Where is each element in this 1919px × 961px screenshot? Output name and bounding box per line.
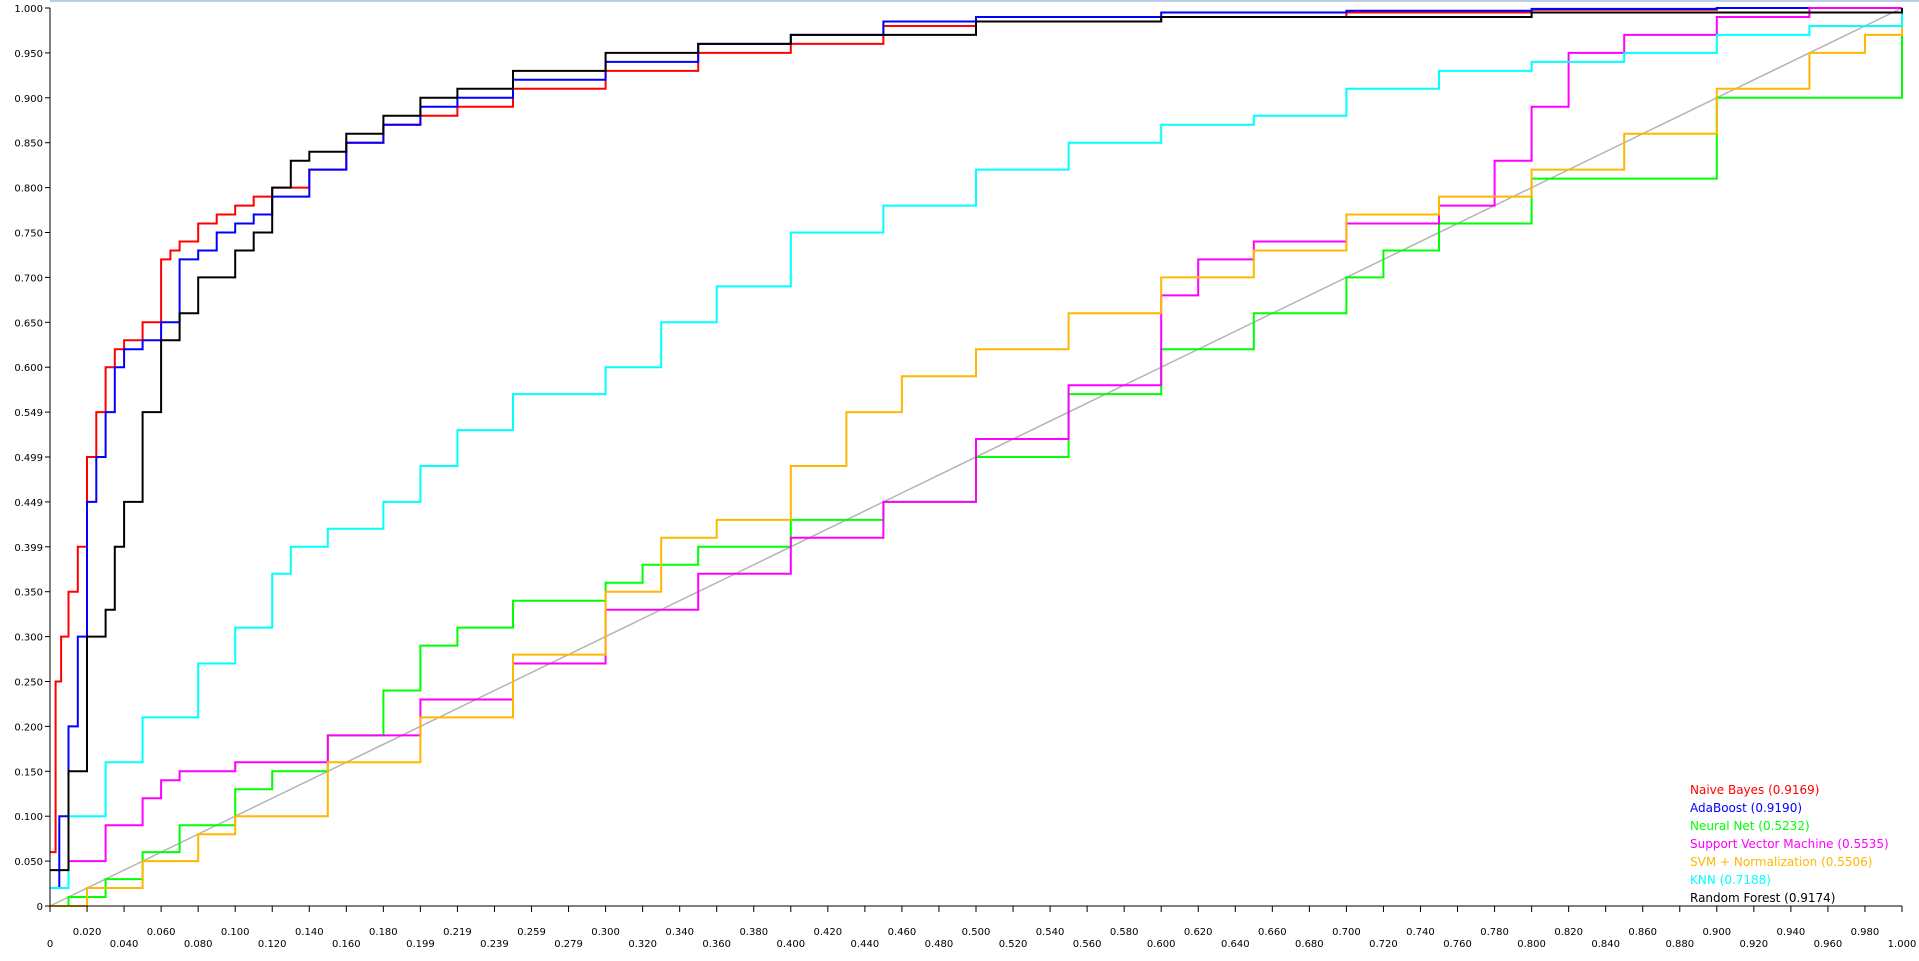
y-tick-label: 0.800 (14, 184, 43, 195)
legend-entry-5: SVM + Normalization (0.5506) (1690, 855, 1872, 869)
x-tick-label: 0.660 (1258, 927, 1287, 938)
x-tick-label: 0.520 (999, 939, 1028, 950)
x-tick-label: 0.100 (221, 927, 250, 938)
x-tick-label: 0.720 (1369, 939, 1398, 950)
series-line-5 (50, 8, 1903, 907)
x-tick-label: 0.680 (1295, 939, 1324, 950)
y-tick-label: 0.850 (14, 139, 43, 150)
y-tick-label: 0.250 (14, 678, 43, 689)
x-tick-label: 0.259 (517, 927, 546, 938)
x-tick-label: 0.820 (1554, 927, 1583, 938)
x-tick-label: 0.380 (739, 927, 768, 938)
x-tick-label: 0.600 (1147, 939, 1176, 950)
y-tick-label: 0.700 (14, 273, 43, 284)
y-tick-label: 0.650 (14, 318, 43, 329)
y-tick-label: 0.900 (14, 94, 43, 105)
legend-entry-6: KNN (0.7188) (1690, 873, 1771, 887)
x-tick-label: 0.360 (702, 939, 731, 950)
x-tick-label: 0.700 (1332, 927, 1361, 938)
y-tick-label: 0.399 (14, 543, 43, 554)
y-tick-label: 0.750 (14, 229, 43, 240)
x-tick-label: 0 (47, 939, 53, 950)
x-tick-label: 0.199 (406, 939, 435, 950)
x-tick-label: 0.780 (1480, 927, 1509, 938)
series-layer (49, 7, 1903, 907)
x-tick-label: 0.180 (369, 927, 398, 938)
x-tick-label: 0.580 (1110, 927, 1139, 938)
x-tick-label: 0.480 (925, 939, 954, 950)
x-tick-label: 0.340 (665, 927, 694, 938)
x-tick-label: 0.940 (1777, 927, 1806, 938)
x-tick-label: 0.219 (443, 927, 472, 938)
x-tick-label: 0.840 (1591, 939, 1620, 950)
x-tick-label: 0.460 (888, 927, 917, 938)
y-tick-label: 0.200 (14, 722, 43, 733)
x-tick-label: 0.740 (1406, 927, 1435, 938)
x-tick-label: 0.560 (1073, 939, 1102, 950)
x-tick-label: 0.900 (1702, 927, 1731, 938)
x-tick-label: 1.000 (1888, 939, 1917, 950)
legend-entry-3: Neural Net (0.5232) (1690, 819, 1810, 833)
y-tick-label: 0.499 (14, 453, 43, 464)
y-tick-label: 0.350 (14, 588, 43, 599)
legend: Naive Bayes (0.9169) AdaBoost (0.9190) Neu… (1690, 783, 1889, 905)
x-tick-label: 0.860 (1628, 927, 1657, 938)
y-tick-label: 0.549 (14, 408, 43, 419)
y-tick-label: 0.300 (14, 633, 43, 644)
x-tick-label: 0.040 (110, 939, 139, 950)
x-tick-label: 0.279 (554, 939, 583, 950)
y-tick-label: 0.449 (14, 498, 43, 509)
y-tick-label: 1.000 (14, 4, 43, 15)
x-tick-label: 0.440 (851, 939, 880, 950)
x-tick-label: 0.080 (184, 939, 213, 950)
legend-entry-7: Random Forest (0.9174) (1690, 891, 1836, 905)
x-tick-label: 0.300 (591, 927, 620, 938)
x-tick-label: 0.239 (480, 939, 509, 950)
y-tick-label: 0 (37, 902, 43, 913)
y-tick-label: 0.950 (14, 49, 43, 60)
series-line-3 (50, 8, 1903, 907)
x-tick-label: 0.880 (1665, 939, 1694, 950)
legend-entry-2: AdaBoost (0.9190) (1690, 801, 1802, 815)
x-tick-label: 0.020 (73, 927, 102, 938)
y-tick-label: 0.150 (14, 767, 43, 778)
x-tick-label: 0.640 (1221, 939, 1250, 950)
x-tick-label: 0.800 (1517, 939, 1546, 950)
legend-entry-1: Naive Bayes (0.9169) (1690, 783, 1819, 797)
series-line-6 (50, 8, 1903, 889)
x-tick-label: 0.760 (1443, 939, 1472, 950)
legend-entry-4: Support Vector Machine (0.5535) (1690, 837, 1889, 851)
y-ticks: 0 0.050 0.100 0.150 0.200 0.250 0.300 0.350 0.39… (14, 4, 50, 913)
x-tick-label: 0.160 (332, 939, 361, 950)
x-tick-label: 0.500 (962, 927, 991, 938)
x-tick-label: 0.120 (258, 939, 287, 950)
x-ticks: 0 0.020 0.040 0.060 0.080 0.100 0.120 0.140 0.16… (47, 906, 1917, 950)
x-tick-label: 0.400 (776, 939, 805, 950)
y-tick-label: 0.050 (14, 857, 43, 868)
x-tick-label: 0.320 (628, 939, 657, 950)
series-line-4 (50, 7, 1902, 889)
x-tick-label: 0.540 (1036, 927, 1065, 938)
x-tick-label: 0.140 (295, 927, 324, 938)
x-tick-label: 0.980 (1851, 927, 1880, 938)
series-line-7 (50, 8, 1903, 872)
x-tick-label: 0.420 (814, 927, 843, 938)
x-tick-label: 0.060 (147, 927, 176, 938)
y-tick-label: 0.100 (14, 812, 43, 823)
x-tick-label: 0.620 (1184, 927, 1213, 938)
y-tick-label: 0.600 (14, 363, 43, 374)
x-tick-label: 0.920 (1740, 939, 1769, 950)
x-tick-label: 0.960 (1814, 939, 1843, 950)
